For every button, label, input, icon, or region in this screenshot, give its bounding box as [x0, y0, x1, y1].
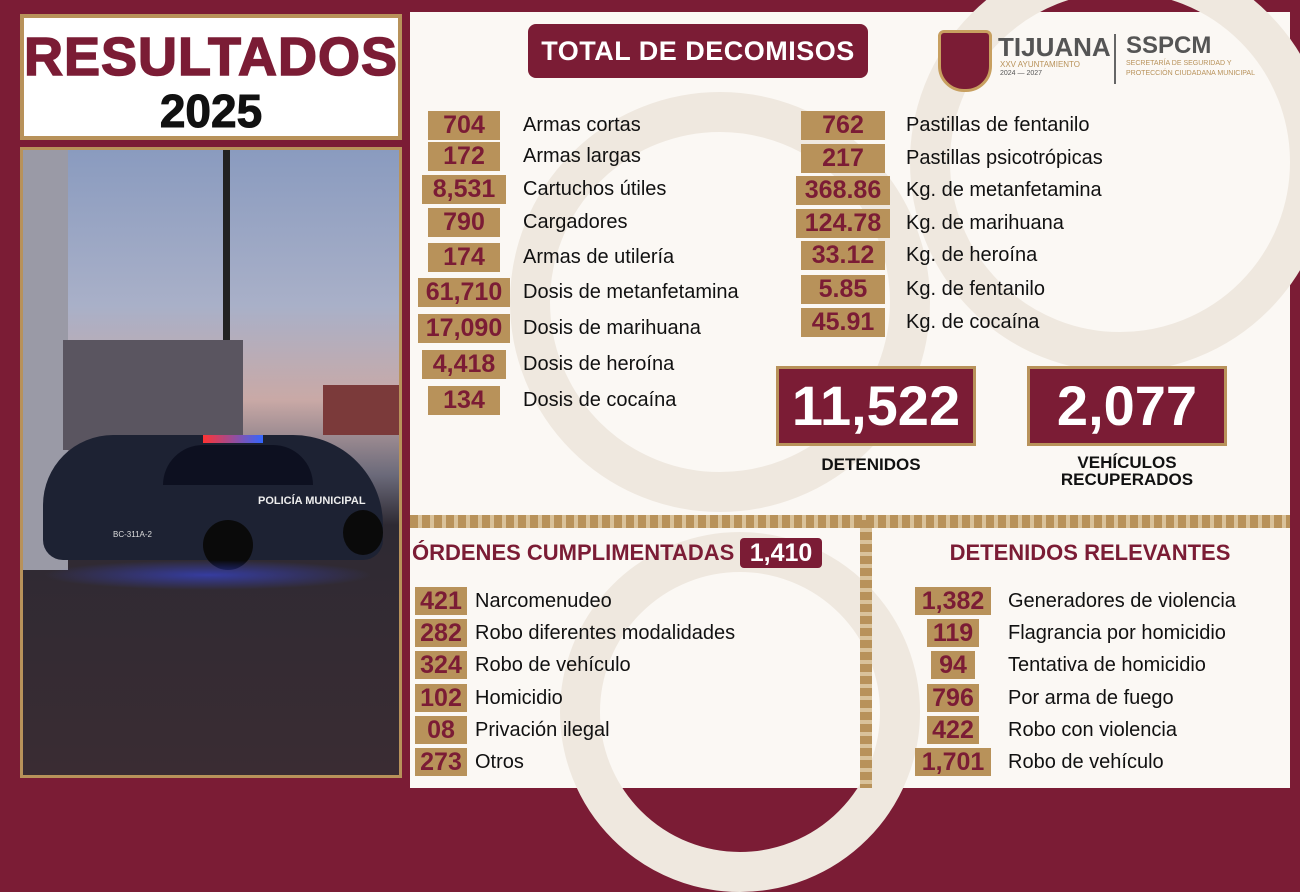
relevant-item-label: Tentativa de homicidio: [1008, 654, 1206, 676]
seizure-right-label: Kg. de heroína: [906, 244, 1038, 266]
seizure-left-value: 172: [428, 142, 500, 171]
order-item-label: Otros: [475, 751, 524, 773]
relevant-item-value: 1,701: [915, 748, 991, 776]
plate: BC-311A-2: [113, 530, 152, 539]
vehicles-label-1: VEHÍCULOS: [1077, 453, 1177, 472]
order-item-value: 324: [415, 651, 467, 679]
seizure-right-label: Kg. de marihuana: [906, 212, 1064, 234]
order-item-label: Narcomenudeo: [475, 590, 612, 612]
police-car-photo: POLICÍA MUNICIPAL BC-311A-2: [20, 147, 402, 778]
logo-city: TIJUANA: [998, 32, 1111, 62]
detained-label: DETENIDOS: [821, 455, 921, 474]
seizure-right-label: Kg. de cocaína: [906, 311, 1040, 333]
utility-pole: [223, 150, 230, 420]
logo-divider: [1114, 34, 1116, 84]
seizure-left-value: 8,531: [422, 175, 506, 204]
title-year: 2025: [159, 85, 263, 138]
divider-vertical: [860, 520, 872, 788]
seizure-left-value: 61,710: [418, 278, 510, 307]
seizure-left-label: Cargadores: [523, 211, 628, 233]
seizure-right-label: Pastillas psicotrópicas: [906, 147, 1103, 169]
seizure-left-label: Cartuchos útiles: [523, 178, 667, 200]
order-item-value: 273: [415, 748, 467, 776]
relevant-item-label: Generadores de violencia: [1008, 590, 1236, 612]
relevant-item-label: Robo de vehículo: [1008, 751, 1164, 773]
seizure-left-label: Armas cortas: [523, 114, 641, 136]
orders-title: ÓRDENES CUMPLIMENTADAS: [412, 540, 735, 565]
coat-of-arms-icon: [938, 30, 992, 92]
car-window: [163, 445, 313, 485]
order-item-label: Privación ilegal: [475, 719, 610, 741]
seizure-right-label: Kg. de fentanilo: [906, 278, 1045, 300]
seizure-left-value: 134: [428, 386, 500, 415]
seizure-left-label: Dosis de metanfetamina: [523, 281, 739, 303]
order-item-label: Homicidio: [475, 687, 563, 709]
seizure-right-value: 217: [801, 144, 885, 173]
title-box: RESULTADOS 2025: [20, 14, 402, 140]
vehicles-label-2: RECUPERADOS: [1060, 470, 1194, 489]
seizure-left-value: 174: [428, 243, 500, 272]
relevant-item-label: Robo con violencia: [1008, 719, 1177, 741]
detained-total: 11,522: [776, 366, 976, 446]
relevant-item-value: 1,382: [915, 587, 991, 615]
relevant-item-value: 119: [927, 619, 979, 647]
seizure-left-value: 4,418: [422, 350, 506, 379]
logo-years: 2024 — 2027: [1000, 70, 1043, 77]
seizure-left-label: Dosis de cocaína: [523, 389, 677, 411]
seizure-right-label: Pastillas de fentanilo: [906, 114, 1090, 136]
seizure-left-value: 704: [428, 111, 500, 140]
seizure-left-value: 790: [428, 208, 500, 237]
vehicles-total: 2,077: [1027, 366, 1227, 446]
seizure-right-value: 5.85: [801, 275, 885, 304]
relevant-item-label: Por arma de fuego: [1008, 687, 1174, 709]
order-item-label: Robo de vehículo: [475, 654, 631, 676]
relevant-item-value: 94: [931, 651, 975, 679]
total-seizures-header: TOTAL DE DECOMISOS: [528, 24, 868, 78]
divider-horizontal: [410, 515, 1290, 528]
relevant-title: DETENIDOS RELEVANTES: [949, 540, 1231, 565]
order-item-value: 102: [415, 684, 467, 712]
seizure-left-label: Armas largas: [523, 145, 641, 167]
relevant-item-label: Flagrancia por homicidio: [1008, 622, 1226, 644]
logo-agency-line2: PROTECCIÓN CIUDADANA MUNICIPAL: [1126, 70, 1255, 77]
wheel: [343, 510, 383, 555]
blue-glow: [43, 560, 373, 590]
light-bar: [203, 435, 263, 443]
building: [323, 385, 399, 435]
seizure-left-label: Armas de utilería: [523, 246, 675, 268]
orders-total: 1,410: [740, 538, 822, 568]
order-item-value: 282: [415, 619, 467, 647]
seizure-right-label: Kg. de metanfetamina: [906, 179, 1102, 201]
order-item-value: 421: [415, 587, 467, 615]
logo-agency-line1: SECRETARÍA DE SEGURIDAD Y: [1126, 60, 1232, 67]
seizure-left-value: 17,090: [418, 314, 510, 343]
logo-block: TIJUANA XXV AYUNTAMIENTO 2024 — 2027 SSP…: [928, 22, 1288, 94]
logo-agency: SSPCM: [1126, 32, 1212, 59]
seizure-left-label: Dosis de heroína: [523, 353, 675, 375]
title-line1: RESULTADOS: [23, 26, 398, 88]
seizure-left-label: Dosis de marihuana: [523, 317, 701, 339]
order-item-value: 08: [415, 716, 467, 744]
seizure-right-value: 45.91: [801, 308, 885, 337]
seizure-right-value: 33.12: [801, 241, 885, 270]
seizure-right-value: 762: [801, 111, 885, 140]
car-text: POLICÍA MUNICIPAL: [258, 495, 366, 507]
building: [63, 340, 243, 450]
logo-subtitle: XXV AYUNTAMIENTO: [1000, 60, 1081, 69]
relevant-item-value: 422: [927, 716, 979, 744]
seizure-right-value: 124.78: [796, 209, 890, 238]
police-car: POLICÍA MUNICIPAL BC-311A-2: [43, 435, 383, 570]
seizure-right-value: 368.86: [796, 176, 890, 205]
relevant-item-value: 796: [927, 684, 979, 712]
order-item-label: Robo diferentes modalidades: [475, 622, 736, 644]
